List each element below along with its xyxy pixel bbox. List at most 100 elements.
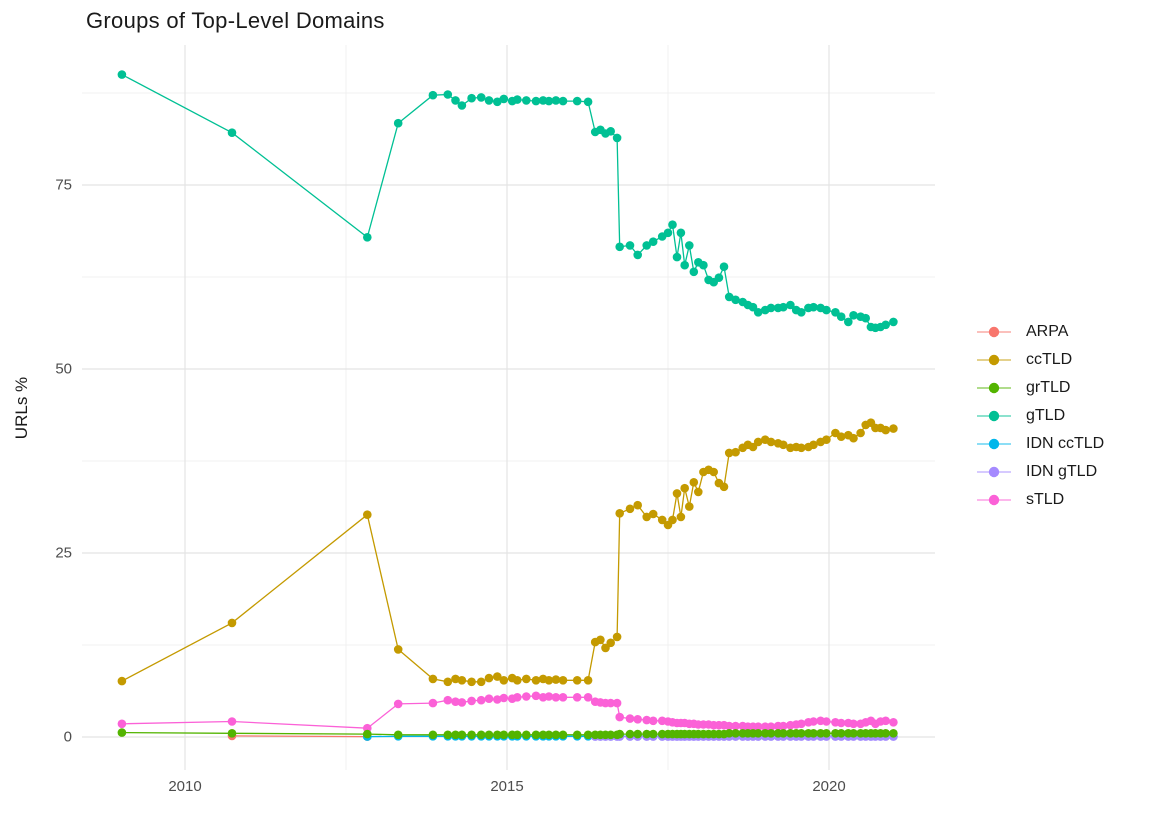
series-point-gTLD	[499, 94, 509, 104]
series-point-ccTLD	[797, 443, 806, 453]
legend-key-icon	[977, 410, 1011, 422]
series-point-sTLD	[642, 715, 651, 725]
series-point-ccTLD	[689, 478, 699, 487]
series-point-grTLD	[881, 729, 890, 738]
series-point-ccTLD	[443, 677, 453, 687]
legend-key-icon	[977, 354, 1011, 366]
series-point-ccTLD	[657, 515, 667, 525]
series-point-gTLD	[642, 241, 651, 250]
series-point-gTLD	[779, 302, 788, 312]
series-point-ccTLD	[393, 645, 403, 654]
series-point-grTLD	[499, 730, 509, 740]
series-point-ccTLD	[227, 618, 237, 628]
series-point-sTLD	[443, 695, 453, 705]
series-point-ccTLD	[499, 676, 509, 685]
series-point-grTLD	[889, 729, 898, 738]
series-point-gTLD	[685, 241, 694, 250]
legend-item-gtld: gTLD	[976, 402, 1104, 430]
series-point-grTLD	[467, 730, 476, 740]
series-point-grTLD	[117, 728, 127, 737]
series-point-sTLD	[753, 722, 763, 731]
series-point-grTLD	[779, 729, 788, 738]
series-point-sTLD	[476, 695, 486, 705]
legend-item-stld: sTLD	[976, 486, 1104, 514]
series-point-gTLD	[551, 96, 561, 105]
series-point-grTLD	[476, 730, 486, 740]
series-line-ARPA	[231, 735, 368, 738]
series-point-grTLD	[484, 730, 494, 740]
series-point-grTLD	[809, 729, 818, 738]
series-point-grTLD	[615, 729, 624, 739]
series-point-ccTLD	[753, 437, 763, 447]
series-point-ccTLD	[583, 676, 593, 685]
series-point-grTLD	[522, 730, 531, 740]
series-point-grTLD	[572, 730, 582, 740]
series-point-gTLD	[457, 101, 467, 110]
series-point-grTLD	[457, 730, 467, 740]
series-point-sTLD	[779, 721, 788, 731]
series-point-gTLD	[648, 237, 658, 246]
series-point-grTLD	[428, 730, 438, 740]
series-point-ccTLD	[551, 675, 561, 684]
series-point-gTLD	[484, 96, 494, 105]
series-point-grTLD	[451, 730, 460, 740]
series-point-sTLD	[484, 694, 494, 703]
series-point-sTLD	[766, 722, 776, 731]
series-point-sTLD	[493, 695, 502, 704]
series-point-gTLD	[443, 90, 453, 99]
series-point-ccTLD	[676, 512, 686, 522]
legend-label: ARPA	[1026, 323, 1069, 340]
series-point-ccTLD	[668, 515, 677, 525]
series-point-sTLD	[227, 717, 237, 726]
series-point-gTLD	[676, 228, 686, 238]
series-point-grTLD	[766, 729, 776, 738]
series-point-gTLD	[633, 250, 642, 260]
series-point-ccTLD	[117, 676, 127, 686]
y-tick-label: 25	[55, 544, 72, 562]
series-point-grTLD	[642, 729, 651, 739]
series-point-ccTLD	[572, 676, 582, 685]
legend-item-grtld: grTLD	[976, 374, 1104, 402]
series-point-gTLD	[615, 242, 624, 252]
series-point-ccTLD	[615, 509, 624, 518]
series-point-gTLD	[493, 97, 502, 107]
series-point-grTLD	[551, 730, 561, 740]
series-point-ccTLD	[731, 447, 740, 457]
series-point-grTLD	[393, 730, 403, 740]
legend-label: ccTLD	[1026, 351, 1073, 368]
series-point-grTLD	[836, 729, 846, 738]
series-point-gTLD	[606, 127, 615, 136]
series-point-ccTLD	[428, 674, 438, 684]
series-point-grTLD	[822, 729, 831, 738]
x-tick-label: 2015	[490, 778, 524, 795]
series-point-sTLD	[544, 692, 554, 701]
series-point-ccTLD	[779, 440, 788, 450]
series-point-gTLD	[766, 303, 776, 313]
series-point-gTLD	[786, 300, 795, 310]
series-point-grTLD	[227, 729, 237, 738]
series-point-gTLD	[861, 313, 870, 323]
legend-item-arpa: ARPA	[976, 318, 1104, 346]
series-point-gTLD	[836, 312, 846, 322]
legend-key-icon	[977, 382, 1011, 394]
series-point-gTLD	[849, 311, 858, 320]
series-point-ccTLD	[625, 504, 635, 514]
series-point-sTLD	[451, 697, 460, 706]
legend-label: gTLD	[1026, 407, 1066, 424]
series-point-grTLD	[558, 730, 568, 740]
series-point-gTLD	[822, 305, 831, 315]
legend-key-icon	[977, 438, 1011, 450]
series-point-ccTLD	[642, 512, 651, 522]
series-point-gTLD	[583, 97, 593, 107]
series-point-gTLD	[889, 317, 898, 327]
series-point-sTLD	[731, 721, 740, 731]
series-point-grTLD	[797, 729, 806, 738]
legend-key-icon	[977, 466, 1011, 478]
series-point-sTLD	[633, 715, 642, 724]
series-point-sTLD	[499, 693, 509, 703]
series-point-ccTLD	[680, 483, 689, 493]
series-point-ccTLD	[363, 510, 372, 519]
series-point-sTLD	[572, 693, 582, 702]
series-point-ccTLD	[719, 482, 729, 492]
series-point-grTLD	[443, 730, 453, 740]
